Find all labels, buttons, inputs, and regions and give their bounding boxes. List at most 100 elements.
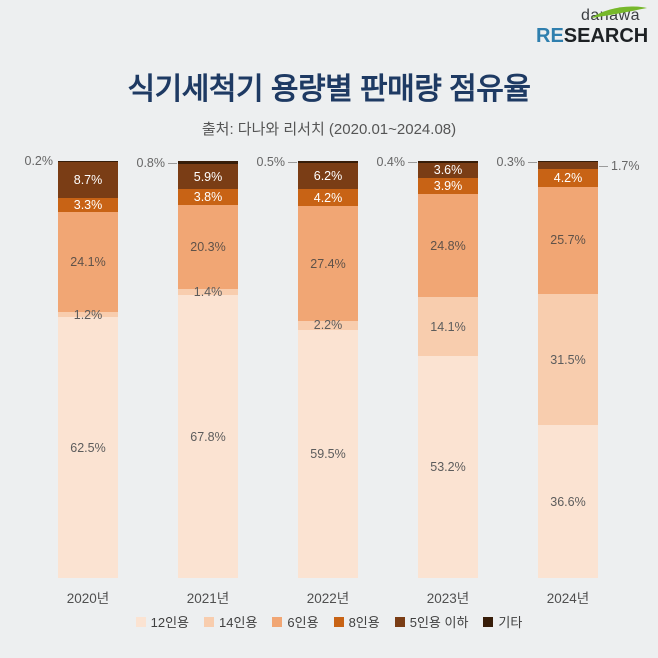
bar-2023년: 53.2% 14.1% 24.8% 3.9% 3.6% xyxy=(418,161,478,578)
segment-6인용 xyxy=(58,211,118,313)
segment-14인용 xyxy=(538,294,598,426)
value-label-14인용: 1.2% xyxy=(73,307,103,322)
segment-14인용 xyxy=(178,289,238,296)
legend-swatch-icon xyxy=(483,616,494,627)
source-caption: 출처: 다나와 리서치 (2020.01~2024.08) xyxy=(201,121,457,138)
chart-legend: 12인용 14인용 6인용 8인용 5인용 이하 기타 xyxy=(0,612,658,631)
legend-label: 14인용 xyxy=(219,615,258,630)
x-axis-label-2020년: 2020년 xyxy=(66,591,110,606)
legend-item-5인용 이하: 5인용 이하 xyxy=(394,612,469,631)
segment-14인용 xyxy=(298,320,358,330)
segment-12인용 xyxy=(178,295,238,578)
value-label-12인용: 67.8% xyxy=(190,429,226,444)
bar-2021년: 67.8% 1.4% 20.3% 3.8% 5.9% xyxy=(178,161,238,578)
value-label-14인용: 1.4% xyxy=(193,285,223,300)
bar-2024년: 36.6% 31.5% 25.7% 4.2% xyxy=(538,161,598,578)
segment-6인용 xyxy=(178,204,238,290)
legend-label: 5인용 이하 xyxy=(409,615,469,630)
value-label-12인용: 53.2% xyxy=(430,460,466,475)
value-label-5인용 이하: 6.2% xyxy=(313,169,343,183)
value-label-12인용: 36.6% xyxy=(550,494,586,509)
value-label-8인용: 3.9% xyxy=(433,178,463,193)
value-label-6인용: 20.3% xyxy=(190,240,226,255)
segment-기타 xyxy=(418,161,478,163)
legend-label: 기타 xyxy=(498,615,523,630)
legend-swatch-icon xyxy=(204,616,215,627)
bar-2020년: 62.5% 1.2% 24.1% 3.3% 8.7% xyxy=(58,161,118,578)
legend-swatch-icon xyxy=(135,616,146,627)
callout-label-5인용 이하: 1.7% xyxy=(611,158,640,173)
value-label-6인용: 27.4% xyxy=(310,256,346,271)
segment-8인용 xyxy=(58,198,118,212)
danawa-research-logo: danawa RESEARCH xyxy=(536,6,649,47)
callout-label-기타: 0.2% xyxy=(24,154,54,169)
page-title: 식기세척기 용량별 판매량 점유율 xyxy=(127,73,531,106)
callout-label-기타: 0.5% xyxy=(256,155,286,170)
callout-label-기타: 0.4% xyxy=(376,154,406,169)
value-label-6인용: 24.1% xyxy=(70,255,106,270)
callout-label-기타: 0.8% xyxy=(136,155,166,170)
logo-danawa-line: danawa xyxy=(536,6,647,24)
segment-14인용 xyxy=(58,312,118,318)
legend-label: 6인용 xyxy=(287,615,319,630)
callout-label-기타: 0.3% xyxy=(496,154,526,169)
x-axis-label-2024년: 2024년 xyxy=(546,591,590,606)
value-label-6인용: 25.7% xyxy=(550,233,586,248)
segment-12인용 xyxy=(58,317,118,578)
value-label-8인용: 4.2% xyxy=(553,171,583,186)
callout-connector xyxy=(599,165,608,167)
callout-connector xyxy=(528,161,537,163)
x-axis-label-2022년: 2022년 xyxy=(306,591,350,606)
callout-connector xyxy=(288,162,297,164)
value-label-14인용: 14.1% xyxy=(430,319,466,334)
leaf-swoosh-icon xyxy=(591,6,647,18)
stacked-bar-chart: 62.5% 1.2% 24.1% 3.3% 8.7% 2020년 67.8% 1.4% 20.3… xyxy=(0,154,658,606)
logo-research-text: RESEARCH xyxy=(536,25,649,47)
value-label-5인용 이하: 5.9% xyxy=(193,169,223,184)
segment-14인용 xyxy=(418,297,478,357)
segment-기타 xyxy=(178,161,238,165)
value-label-8인용: 3.3% xyxy=(73,197,103,212)
legend-item-기타: 기타 xyxy=(483,612,522,631)
value-label-12인용: 59.5% xyxy=(310,446,346,461)
value-label-5인용 이하: 8.7% xyxy=(73,172,103,187)
logo-research-re: RE xyxy=(536,25,564,47)
legend-label: 8인용 xyxy=(348,615,380,630)
legend-item-8인용: 8인용 xyxy=(333,612,380,631)
segment-12인용 xyxy=(418,356,478,578)
legend-label: 12인용 xyxy=(150,615,190,630)
legend-item-14인용: 14인용 xyxy=(204,612,257,631)
callout-connector xyxy=(408,161,417,163)
segment-5인용 이하 xyxy=(178,164,238,189)
segment-8인용 xyxy=(298,188,358,207)
segment-5인용 이하 xyxy=(538,162,598,170)
x-axis-label-2021년: 2021년 xyxy=(186,591,230,606)
segment-8인용 xyxy=(418,177,478,194)
segment-6인용 xyxy=(298,206,358,321)
legend-swatch-icon xyxy=(272,616,283,627)
segment-기타 xyxy=(538,161,598,163)
legend-item-6인용: 6인용 xyxy=(272,612,319,631)
legend-swatch-icon xyxy=(394,616,405,627)
segment-12인용 xyxy=(538,425,598,578)
segment-5인용 이하 xyxy=(58,161,118,199)
segment-6인용 xyxy=(418,193,478,298)
segment-8인용 xyxy=(538,169,598,187)
value-label-14인용: 31.5% xyxy=(550,352,586,367)
legend-swatch-icon xyxy=(333,616,344,627)
bar-2022년: 59.5% 2.2% 27.4% 4.2% 6.2% xyxy=(298,161,358,578)
value-label-6인용: 24.8% xyxy=(430,238,466,253)
value-label-8인용: 3.8% xyxy=(193,189,223,204)
segment-5인용 이하 xyxy=(298,163,358,189)
segment-6인용 xyxy=(538,186,598,295)
callout-connector xyxy=(168,162,177,164)
value-label-5인용 이하: 3.6% xyxy=(433,163,463,178)
segment-기타 xyxy=(298,161,358,164)
segment-8인용 xyxy=(178,188,238,205)
legend-item-12인용: 12인용 xyxy=(135,612,190,631)
value-label-12인용: 62.5% xyxy=(70,440,106,455)
segment-5인용 이하 xyxy=(418,162,478,178)
logo-research-search: SEARCH xyxy=(563,25,649,47)
